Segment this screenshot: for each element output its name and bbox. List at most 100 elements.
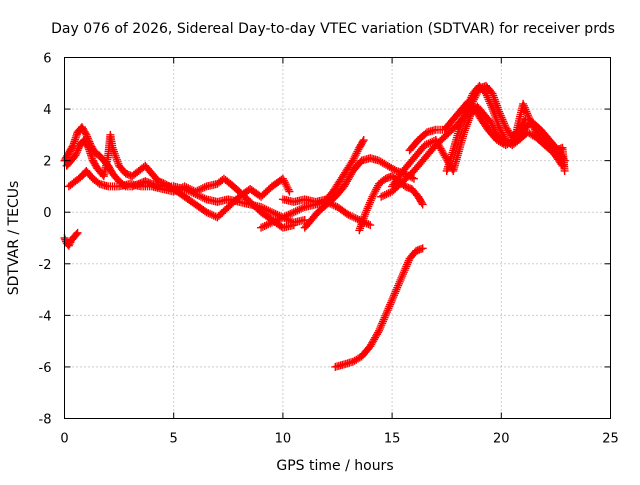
data-point [381,311,390,320]
data-point [394,281,403,290]
series-arc-12 [405,97,569,175]
data-point [204,209,213,218]
data-point [350,152,359,161]
data-point [435,142,444,151]
data-point [353,215,362,224]
series-arc-1 [60,228,82,250]
data-point [291,207,300,216]
data-point [266,207,275,216]
data-point [284,210,293,219]
y-tick-label: 0 [43,206,51,221]
data-point [422,140,431,149]
data-point [345,172,354,181]
data-point [523,111,532,120]
data-point [362,206,371,215]
data-point [396,275,405,284]
data-point [525,114,534,123]
data-point [499,132,508,141]
series-arc-8 [355,172,427,235]
data-point [498,130,507,139]
series-arc-6 [278,136,368,206]
data-point [399,268,408,277]
data-point [262,205,271,214]
data-point [520,103,529,112]
data-point [82,130,91,139]
y-tick-label: -2 [39,258,52,273]
data-point [186,185,195,194]
data-point [487,103,496,112]
data-point [497,128,506,137]
data-point [398,272,407,281]
data-point [380,191,389,200]
y-tick-label: -6 [39,361,52,376]
data-point [486,101,495,110]
data-point [262,221,271,230]
data-point [390,165,399,174]
data-point [384,189,393,198]
data-point [206,209,215,218]
data-point [373,183,382,192]
data-point [418,244,427,253]
data-point [175,185,184,194]
data-point [394,279,403,288]
data-point [353,147,362,156]
data-point [363,204,372,213]
data-point [73,228,82,237]
data-point [367,340,376,349]
data-point [382,308,391,317]
data-point [438,148,447,157]
data-point [466,95,475,104]
data-point [364,202,373,211]
data-point [439,149,448,158]
data-point [278,213,287,222]
data-point [277,214,286,223]
data-point [426,138,435,147]
data-point [370,189,379,198]
data-point [371,333,380,342]
series-arc-4 [64,166,298,232]
data-point [519,101,528,110]
data-point [558,161,567,170]
data-point [68,142,77,151]
data-point [364,220,373,229]
data-point [267,218,276,227]
data-point [372,331,381,340]
data-point [257,223,266,232]
data-point [275,215,284,224]
data-point [485,97,494,106]
y-tick-label: -8 [39,413,52,428]
data-point [369,190,378,199]
data-point [418,200,427,209]
data-point [207,210,216,219]
data-point [64,241,73,250]
data-point [462,105,471,114]
data-point [496,126,505,135]
data-point [390,289,399,298]
data-point [197,192,205,201]
data-point [424,139,433,148]
data-point [193,186,202,195]
data-point [286,209,295,218]
data-point [343,175,352,184]
series-arc-7 [300,154,418,232]
data-point [341,180,350,189]
data-point [348,212,357,221]
data-point [349,154,358,163]
data-point [279,176,288,185]
data-point [365,200,374,209]
data-point [187,185,196,194]
data-point [486,117,495,126]
plot-frame [64,57,611,419]
data-point [289,221,298,230]
data-point [519,99,528,108]
data-point [417,198,426,207]
data-point [295,205,304,214]
data-point [409,174,418,183]
data-point [400,266,409,275]
data-point [264,220,273,229]
x-tick-label: 25 [602,432,619,447]
data-point [397,273,406,282]
data-point [171,186,180,195]
